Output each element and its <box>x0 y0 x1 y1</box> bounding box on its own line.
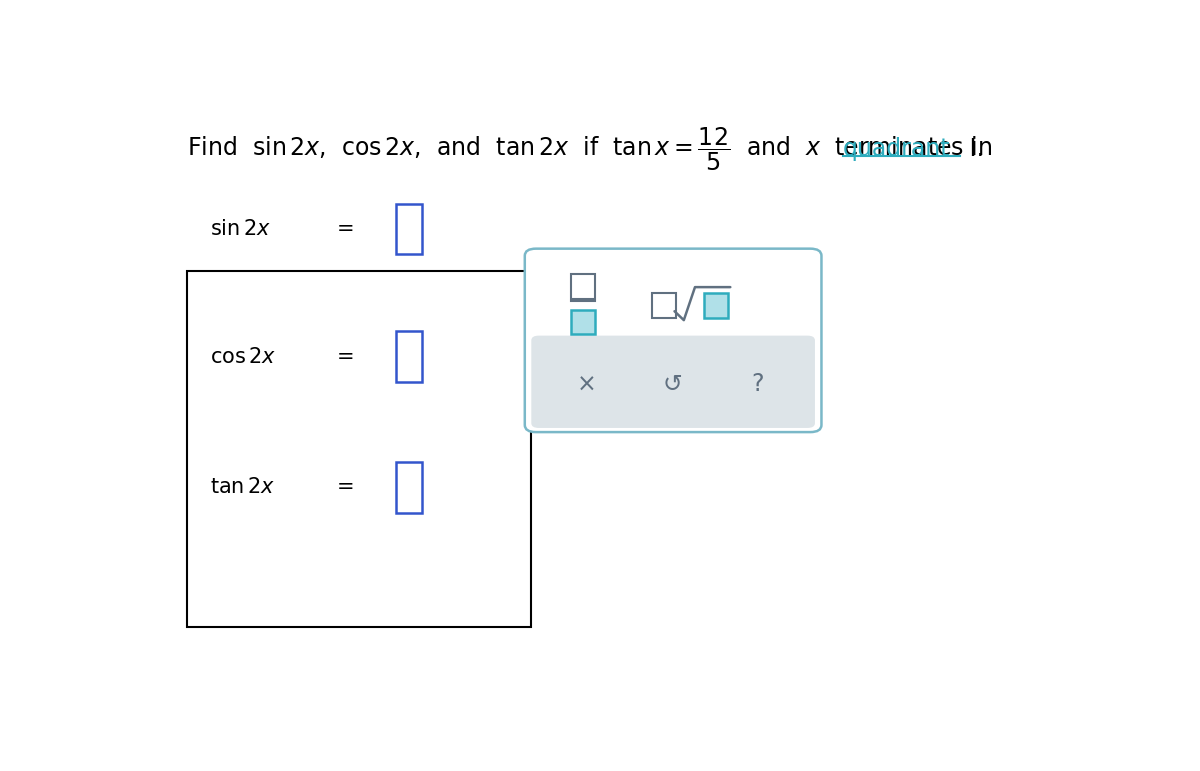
FancyBboxPatch shape <box>396 204 422 254</box>
Text: ↺: ↺ <box>662 372 683 396</box>
FancyBboxPatch shape <box>187 271 532 627</box>
FancyBboxPatch shape <box>396 462 422 513</box>
FancyBboxPatch shape <box>704 293 728 318</box>
Text: Find  $\mathrm{sin\,2}x$,  $\mathrm{cos\,2}x$,  and  $\mathrm{tan\,2}x$  if  $\m: Find $\mathrm{sin\,2}x$, $\mathrm{cos\,2… <box>187 125 1002 173</box>
Text: ×: × <box>577 372 596 396</box>
FancyBboxPatch shape <box>532 335 815 428</box>
Text: =: = <box>336 477 354 497</box>
Text: quadrant: quadrant <box>842 137 950 161</box>
Text: $\mathrm{cos\,2}x$: $\mathrm{cos\,2}x$ <box>210 347 277 367</box>
Text: $\mathrm{tan\,2}x$: $\mathrm{tan\,2}x$ <box>210 477 276 497</box>
FancyBboxPatch shape <box>524 249 822 432</box>
Text: ?: ? <box>751 372 763 396</box>
Text: =: = <box>336 347 354 367</box>
FancyBboxPatch shape <box>571 274 595 298</box>
Text: I.: I. <box>962 137 984 161</box>
FancyBboxPatch shape <box>571 310 595 334</box>
Text: =: = <box>336 219 354 239</box>
Text: $\mathrm{sin\,2}x$: $\mathrm{sin\,2}x$ <box>210 219 271 239</box>
FancyBboxPatch shape <box>653 293 677 318</box>
FancyBboxPatch shape <box>396 332 422 382</box>
